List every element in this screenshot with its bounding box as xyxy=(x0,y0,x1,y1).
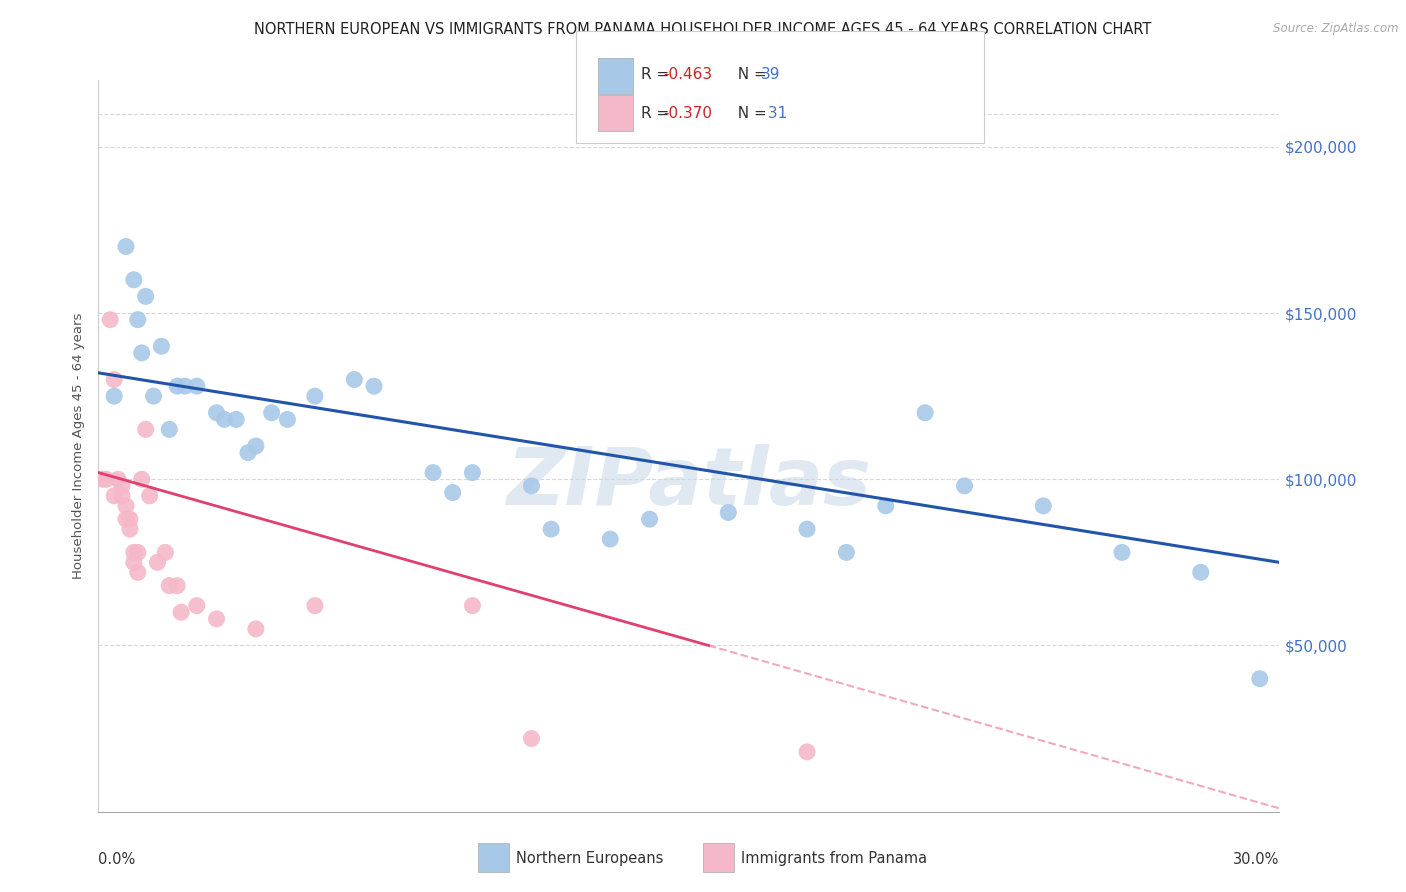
Text: N =: N = xyxy=(728,106,772,120)
Point xyxy=(111,489,134,503)
Point xyxy=(118,512,141,526)
Point xyxy=(103,489,125,503)
Point xyxy=(91,472,114,486)
Point xyxy=(441,485,464,500)
Point xyxy=(146,555,169,569)
Point xyxy=(155,545,177,559)
Text: Northern Europeans: Northern Europeans xyxy=(516,851,664,865)
Point xyxy=(1111,545,1133,559)
Point xyxy=(225,412,247,426)
Point xyxy=(111,479,134,493)
Point xyxy=(343,372,366,386)
Point xyxy=(186,379,208,393)
Point xyxy=(245,622,267,636)
Point xyxy=(796,745,818,759)
Point xyxy=(118,522,141,536)
Point xyxy=(796,522,818,536)
Point xyxy=(157,422,180,436)
Point xyxy=(127,566,149,580)
Point xyxy=(540,522,562,536)
Text: R =: R = xyxy=(641,68,675,82)
Point xyxy=(103,389,125,403)
Point xyxy=(1249,672,1271,686)
Point xyxy=(914,406,936,420)
Point xyxy=(131,472,153,486)
Point xyxy=(150,339,173,353)
Text: R =: R = xyxy=(641,106,675,120)
Point xyxy=(170,605,193,619)
Point xyxy=(520,731,543,746)
Point xyxy=(166,579,188,593)
Point xyxy=(245,439,267,453)
Text: ZIPatlas: ZIPatlas xyxy=(506,443,872,522)
Point xyxy=(157,579,180,593)
Point xyxy=(115,239,138,253)
Point xyxy=(107,472,129,486)
Point xyxy=(122,273,145,287)
Point xyxy=(205,612,228,626)
Point xyxy=(142,389,165,403)
Point xyxy=(122,555,145,569)
Point xyxy=(260,406,283,420)
Point xyxy=(461,599,484,613)
Text: N =: N = xyxy=(728,68,772,82)
Point xyxy=(115,499,138,513)
Text: 39: 39 xyxy=(761,68,780,82)
Point xyxy=(236,445,259,459)
Point xyxy=(276,412,298,426)
Point xyxy=(103,372,125,386)
Y-axis label: Householder Income Ages 45 - 64 years: Householder Income Ages 45 - 64 years xyxy=(72,313,86,579)
Point xyxy=(599,532,621,546)
Point xyxy=(520,479,543,493)
Point xyxy=(835,545,858,559)
Point xyxy=(304,599,326,613)
Point xyxy=(875,499,897,513)
Point xyxy=(717,506,740,520)
Text: 31: 31 xyxy=(763,106,787,120)
Point xyxy=(363,379,385,393)
Point xyxy=(166,379,188,393)
Point xyxy=(135,289,157,303)
Point xyxy=(186,599,208,613)
Text: -0.463: -0.463 xyxy=(664,68,713,82)
Text: NORTHERN EUROPEAN VS IMMIGRANTS FROM PANAMA HOUSEHOLDER INCOME AGES 45 - 64 YEAR: NORTHERN EUROPEAN VS IMMIGRANTS FROM PAN… xyxy=(254,22,1152,37)
Point xyxy=(115,512,138,526)
Point xyxy=(638,512,661,526)
Text: 30.0%: 30.0% xyxy=(1233,852,1279,867)
Point xyxy=(1189,566,1212,580)
Point xyxy=(304,389,326,403)
Point xyxy=(422,466,444,480)
Text: Immigrants from Panama: Immigrants from Panama xyxy=(741,851,927,865)
Point xyxy=(131,346,153,360)
Text: 0.0%: 0.0% xyxy=(98,852,135,867)
Text: Source: ZipAtlas.com: Source: ZipAtlas.com xyxy=(1274,22,1399,36)
Point xyxy=(461,466,484,480)
Point xyxy=(98,312,121,326)
Text: -0.370: -0.370 xyxy=(664,106,713,120)
Point xyxy=(127,545,149,559)
Point xyxy=(135,422,157,436)
Point xyxy=(205,406,228,420)
Point xyxy=(138,489,160,503)
Point xyxy=(214,412,236,426)
Point xyxy=(953,479,976,493)
Point xyxy=(127,312,149,326)
Point xyxy=(174,379,197,393)
Point xyxy=(1032,499,1054,513)
Point xyxy=(96,472,118,486)
Point xyxy=(122,545,145,559)
